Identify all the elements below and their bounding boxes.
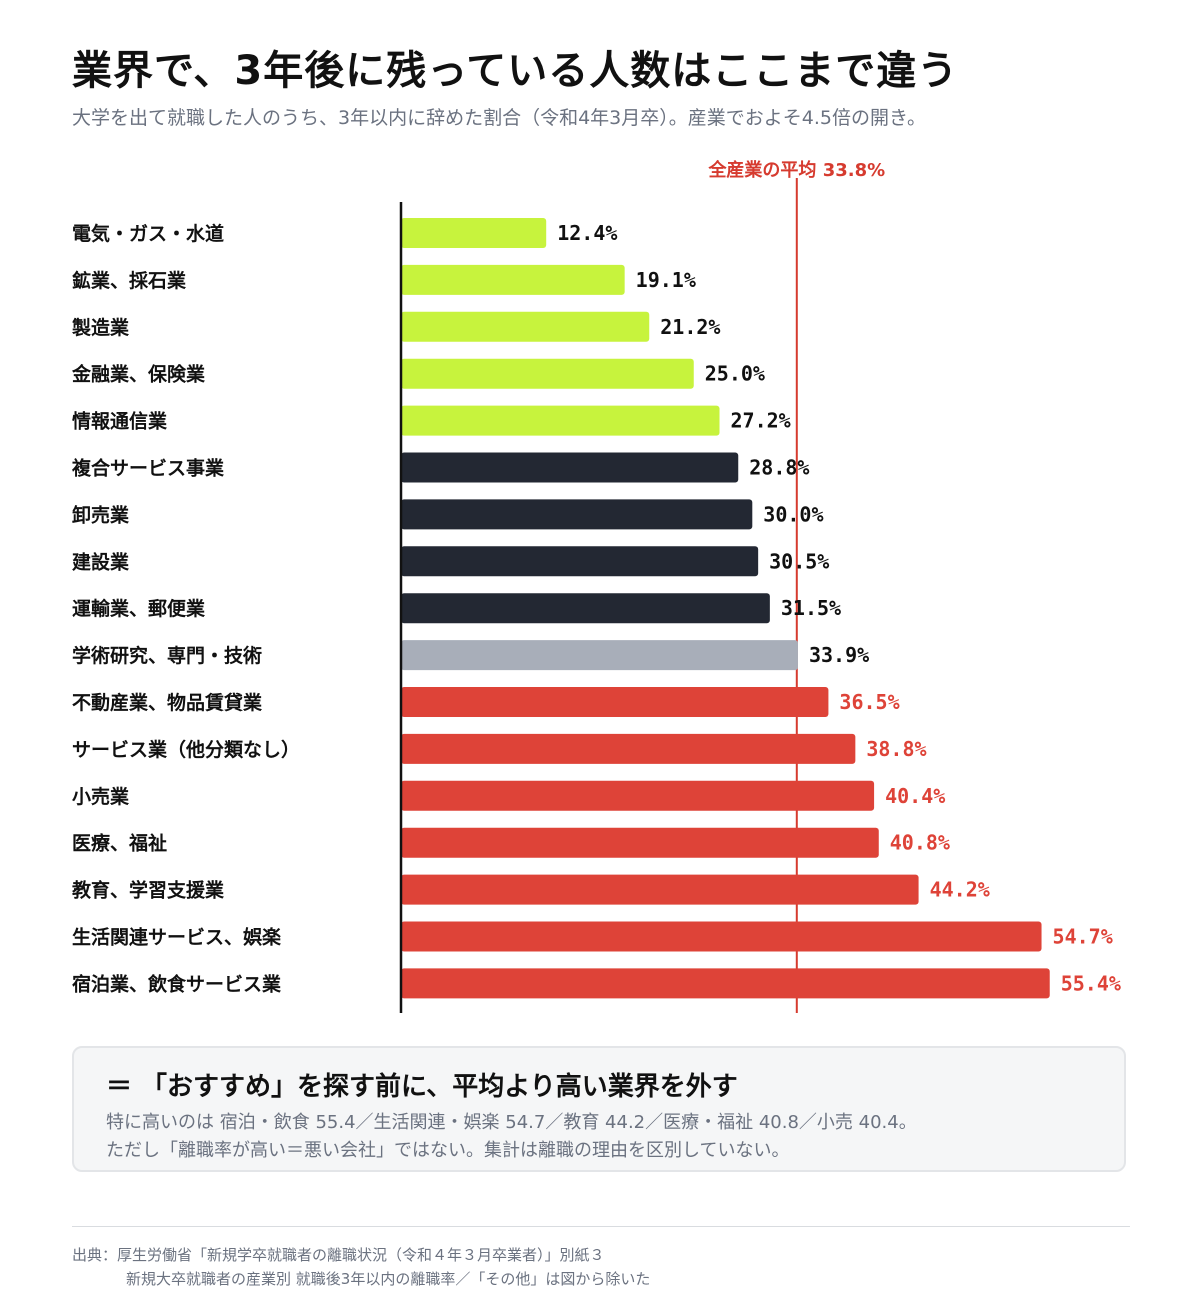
bar: [401, 687, 829, 717]
value-label: 40.4%: [885, 784, 945, 808]
value-label: 27.2%: [731, 409, 791, 433]
value-label: 33.9%: [809, 643, 869, 667]
category-label: 運輸業、郵便業: [72, 597, 206, 620]
value-label: 12.4%: [557, 221, 617, 245]
bar: [401, 546, 759, 577]
bar: [401, 968, 1050, 999]
average-reference-label: 全産業の平均 33.8%: [707, 159, 885, 181]
value-label: 19.1%: [636, 268, 696, 292]
bar: [401, 264, 625, 295]
category-label: 金融業、保険業: [71, 363, 206, 386]
bar: [401, 874, 919, 905]
bar: [401, 358, 694, 389]
category-label: 鉱業、採石業: [72, 269, 187, 292]
chart-title: 業界で、3年後に残っている人数はここまで違う: [72, 48, 959, 94]
source-line-1: 出典：厚生労働省「新規学卒就職者の離職状況（令和４年３月卒業者）」別紙３: [72, 1246, 605, 1264]
category-label: 卸売業: [72, 503, 130, 526]
category-label: 電気・ガス・水道: [72, 222, 224, 245]
value-label: 54.7%: [1053, 925, 1113, 949]
bar: [401, 733, 856, 764]
value-label: 30.0%: [763, 502, 823, 526]
value-label: 30.5%: [769, 549, 829, 573]
category-label: 生活関連サービス、娯楽: [72, 926, 282, 949]
value-label: 55.4%: [1061, 971, 1121, 995]
takeaway-callout: ＝ 「おすすめ」を探す前に、平均より高い業界を外す 特に高いのは 宿泊・飲食 5…: [72, 1046, 1126, 1172]
value-label: 36.5%: [839, 690, 899, 714]
value-label: 40.8%: [890, 831, 950, 855]
value-label: 38.8%: [866, 737, 926, 761]
category-label: 製造業: [71, 316, 130, 339]
value-label: 21.2%: [660, 315, 720, 339]
category-label: 宿泊業、飲食サービス業: [72, 972, 282, 995]
callout-line-1: 特に高いのは 宿泊・飲食 55.4／生活関連・娯楽 54.7／教育 44.2／医…: [106, 1112, 917, 1133]
category-label: 情報通信業: [72, 410, 168, 433]
category-label: 医療、福祉: [72, 832, 167, 855]
bar: [401, 593, 770, 624]
bar: [401, 499, 753, 530]
chart-subtitle: 大学を出て就職した人のうち、3年以内に辞めた割合（令和4年3月卒）。産業でおよそ…: [72, 107, 927, 129]
category-label: 不動産業、物品賃貸業: [72, 691, 263, 714]
footer-divider: [72, 1226, 1130, 1227]
category-label: サービス業（他分類なし）: [72, 738, 300, 761]
bar: [401, 640, 798, 671]
value-label: 25.0%: [705, 362, 765, 386]
value-label: 31.5%: [781, 596, 841, 620]
category-label: 教育、学習支援業: [72, 879, 225, 902]
value-label: 28.8%: [749, 456, 809, 480]
callout-line-2: ただし「離職率が高い＝悪い会社」ではない。集計は離職の理由を区別していない。: [106, 1140, 790, 1161]
bar: [401, 218, 547, 248]
category-label: 学術研究、専門・技術: [72, 644, 262, 667]
category-label: 建設業: [72, 550, 130, 573]
source-line-2: 新規大卒就職者の産業別 就職後3年以内の離職率／「その他」は図から除いた: [126, 1270, 651, 1288]
bar: [401, 921, 1042, 952]
bar: [401, 405, 720, 436]
category-label: 複合サービス事業: [71, 457, 225, 480]
bar: [401, 827, 879, 858]
bar-chart: 全産業の平均 33.8% 電気・ガス・水道 12.4% 鉱業、採石業 19.1% 製造業 2…: [71, 159, 1121, 1013]
value-label: 44.2%: [930, 878, 990, 902]
bar: [401, 311, 650, 342]
callout-title: ＝ 「おすすめ」を探す前に、平均より高い業界を外す: [106, 1072, 738, 1102]
bar: [401, 452, 739, 483]
category-label: 小売業: [72, 785, 130, 808]
bar: [401, 780, 875, 811]
